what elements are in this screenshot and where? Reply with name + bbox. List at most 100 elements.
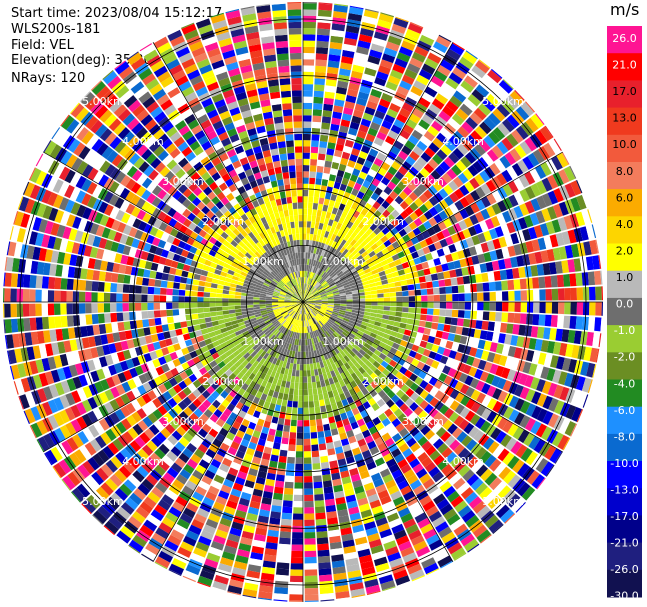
- velocity-bin: [326, 442, 335, 450]
- velocity-bin: [475, 211, 485, 223]
- velocity-bin: [464, 193, 475, 205]
- velocity-bin: [423, 562, 439, 575]
- velocity-bin: [289, 363, 294, 370]
- velocity-bin: [274, 311, 281, 315]
- velocity-bin: [305, 314, 308, 321]
- velocity-bin: [313, 228, 319, 235]
- velocity-bin: [349, 281, 357, 287]
- velocity-bin: [467, 93, 481, 107]
- velocity-bin: [349, 215, 357, 224]
- velocity-bin: [381, 53, 396, 64]
- velocity-bin: [409, 57, 424, 69]
- velocity-bin: [25, 392, 36, 407]
- velocity-bin: [308, 332, 311, 339]
- velocity-bin: [366, 154, 376, 163]
- velocity-bin: [470, 478, 484, 491]
- velocity-bin: [92, 453, 105, 467]
- velocity-bin: [318, 147, 327, 155]
- velocity-bin: [324, 314, 330, 319]
- velocity-bin: [581, 209, 592, 225]
- velocity-bin: [383, 292, 390, 298]
- velocity-bin: [564, 288, 571, 301]
- velocity-bin: [424, 393, 434, 404]
- velocity-bin: [432, 224, 442, 234]
- velocity-bin: [463, 538, 479, 552]
- velocity-bin: [131, 511, 146, 524]
- velocity-bin: [470, 389, 481, 401]
- velocity-bin: [330, 168, 338, 176]
- velocity-bin: [138, 221, 148, 232]
- velocity-bin: [172, 296, 179, 302]
- velocity-bin: [363, 314, 370, 320]
- velocity-bin: [335, 591, 350, 599]
- velocity-bin: [497, 259, 506, 270]
- velocity-bin: [182, 333, 191, 341]
- velocity-bin: [312, 259, 317, 267]
- velocity-bin: [296, 357, 301, 365]
- velocity-bin: [306, 227, 311, 234]
- velocity-bin: [462, 469, 475, 482]
- velocity-bin: [259, 412, 267, 421]
- velocity-bin: [311, 450, 320, 458]
- velocity-bin: [510, 335, 519, 346]
- velocity-bin: [205, 418, 216, 428]
- velocity-bin: [384, 114, 396, 124]
- velocity-bin: [332, 155, 341, 164]
- velocity-bin: [172, 309, 180, 316]
- velocity-bin: [367, 335, 376, 342]
- velocity-bin: [305, 277, 308, 284]
- velocity-bin: [303, 333, 305, 340]
- velocity-bin: [327, 297, 334, 300]
- velocity-bin: [567, 330, 576, 344]
- velocity-bin: [218, 323, 226, 329]
- velocity-bin: [340, 264, 347, 271]
- velocity-bin: [388, 463, 400, 474]
- velocity-bin: [387, 443, 398, 453]
- velocity-bin: [168, 377, 178, 387]
- velocity-bin: [420, 289, 428, 296]
- velocity-bin: [332, 220, 338, 228]
- velocity-bin: [37, 436, 50, 452]
- velocity-bin: [446, 513, 461, 526]
- velocity-bin: [368, 319, 376, 325]
- velocity-bin: [330, 314, 338, 319]
- velocity-bin: [429, 386, 439, 397]
- velocity-bin: [318, 3, 333, 11]
- velocity-bin: [309, 312, 314, 318]
- velocity-bin: [378, 574, 394, 585]
- velocity-bin: [324, 379, 330, 387]
- velocity-bin: [313, 350, 318, 357]
- velocity-bin: [421, 557, 436, 569]
- velocity-bin: [306, 313, 309, 320]
- velocity-bin: [417, 517, 431, 529]
- velocity-bin: [409, 458, 421, 469]
- velocity-bin: [287, 337, 292, 344]
- velocity-bin: [308, 271, 311, 278]
- velocity-bin: [24, 408, 36, 424]
- velocity-bin: [390, 297, 397, 302]
- velocity-bin: [391, 271, 400, 278]
- velocity-bin: [330, 272, 337, 279]
- velocity-bin: [488, 311, 496, 321]
- velocity-bin: [155, 366, 165, 376]
- velocity-bin: [316, 314, 322, 320]
- velocity-bin: [325, 79, 337, 87]
- velocity-bin: [332, 434, 341, 442]
- velocity-bin: [279, 333, 285, 340]
- velocity-bin: [534, 364, 544, 378]
- velocity-bin: [235, 254, 243, 262]
- velocity-bin: [305, 320, 307, 327]
- velocity-bin: [315, 297, 322, 300]
- velocity-bin: [353, 234, 361, 242]
- velocity-bin: [532, 149, 545, 164]
- velocity-bin: [36, 330, 45, 344]
- velocity-bin: [439, 355, 449, 365]
- velocity-bin: [475, 199, 486, 211]
- velocity-bin: [229, 527, 242, 537]
- velocity-bin: [116, 530, 131, 544]
- velocity-bin: [304, 513, 315, 520]
- velocity-bin: [394, 57, 408, 69]
- velocity-bin: [267, 324, 274, 330]
- velocity-bin: [320, 455, 329, 463]
- velocity-bin: [303, 302, 305, 309]
